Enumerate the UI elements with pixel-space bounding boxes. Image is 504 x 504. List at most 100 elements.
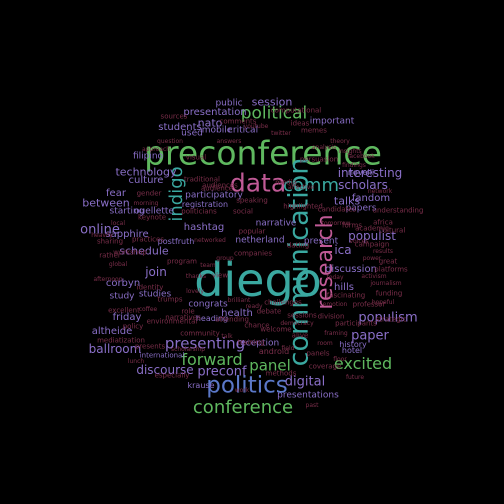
word-team: team bbox=[200, 262, 216, 269]
word-training: training bbox=[237, 338, 265, 347]
word-hotel: hotel bbox=[341, 346, 363, 355]
word-voices: voices bbox=[349, 238, 369, 245]
word-talks: talks bbox=[333, 194, 361, 208]
word-group: group bbox=[216, 255, 234, 262]
word-populist: populist bbox=[348, 229, 396, 243]
word-ica: ica bbox=[334, 243, 352, 257]
word-today: today bbox=[326, 274, 344, 281]
word-insights: insights bbox=[338, 148, 362, 155]
word-past: past bbox=[305, 402, 319, 409]
word-populism: populism bbox=[358, 310, 418, 326]
word-android: android bbox=[258, 347, 290, 356]
word-memes: memes bbox=[301, 126, 327, 135]
word-join: join bbox=[145, 265, 167, 279]
word-persuasion: persuasion bbox=[299, 155, 339, 164]
word-presentation: presentation bbox=[183, 107, 247, 118]
word-nato: nato bbox=[197, 116, 223, 130]
word-brilliant: brilliant bbox=[227, 297, 251, 304]
word-preconf: preconf bbox=[197, 364, 247, 380]
word-presents: presents bbox=[134, 342, 166, 351]
word-work: work bbox=[234, 387, 250, 394]
word-interesting: interesting bbox=[337, 166, 403, 180]
word-theory: theory bbox=[330, 138, 350, 145]
word-hopeful: hopeful bbox=[371, 299, 395, 306]
word-comm: comm bbox=[283, 175, 339, 196]
word-popular: popular bbox=[238, 227, 266, 236]
word-health: health bbox=[221, 308, 253, 319]
word-attending: attending bbox=[215, 315, 249, 324]
word-afternoon: afternoon bbox=[93, 276, 123, 283]
word-sapphire: sapphire bbox=[105, 229, 149, 240]
word-affective: affective bbox=[287, 184, 315, 191]
word-great: great bbox=[378, 257, 398, 266]
word-panels: panels bbox=[306, 349, 330, 358]
word-coverage: coverage bbox=[308, 362, 342, 371]
word-participants: participants bbox=[335, 319, 377, 328]
word-challenges: challenges bbox=[264, 298, 302, 307]
word-division: division bbox=[317, 312, 345, 321]
word-framing: framing bbox=[324, 330, 348, 337]
word-fear: fear bbox=[106, 188, 126, 199]
word-presentations: presentations bbox=[277, 390, 339, 401]
word-session: session bbox=[251, 95, 293, 109]
word-heading: heading bbox=[195, 314, 229, 323]
word-corbyn: corbyn bbox=[105, 278, 141, 289]
word-technology: technology bbox=[115, 165, 177, 179]
word-keynote: keynote bbox=[137, 213, 167, 222]
word-morning: morning bbox=[133, 200, 159, 207]
word-hills: hills bbox=[334, 282, 354, 293]
word-computational: computational bbox=[270, 106, 322, 115]
word-youtube: youtube bbox=[243, 123, 269, 130]
word-methods: methods bbox=[265, 369, 297, 378]
word-global: global bbox=[108, 261, 128, 268]
word-coffee: coffee bbox=[138, 306, 158, 313]
word-cultural: cultural bbox=[378, 226, 406, 235]
word-approach: approach bbox=[141, 146, 171, 153]
word-understanding: understanding bbox=[372, 206, 424, 215]
word-politics: politics bbox=[206, 372, 288, 399]
word-question: question bbox=[157, 138, 183, 145]
word-studies: studies bbox=[138, 289, 172, 300]
word-political: political bbox=[240, 103, 308, 124]
word-conference: conference bbox=[192, 397, 294, 418]
word-mobile: mobile bbox=[201, 125, 233, 136]
word-community: community bbox=[180, 329, 220, 338]
word-narratives: narratives bbox=[165, 313, 201, 322]
word-sources: sources bbox=[160, 112, 188, 121]
word-rather: rather bbox=[99, 251, 121, 260]
word-trumps: trumps bbox=[157, 295, 183, 304]
word-especially: especially bbox=[154, 371, 190, 380]
word-lovely: lovely bbox=[186, 288, 204, 295]
word-funding: funding bbox=[375, 289, 403, 298]
word-online: online bbox=[80, 222, 120, 238]
word-alive: alive bbox=[291, 331, 309, 340]
word-postfruth: postfruth bbox=[157, 237, 195, 246]
word-traditional: traditional bbox=[184, 175, 220, 184]
word-data: data bbox=[229, 168, 287, 198]
word-floor: floor bbox=[333, 356, 347, 363]
word-forms: forms bbox=[342, 221, 362, 230]
word-chance: chance bbox=[244, 321, 270, 330]
word-strategic: strategic bbox=[375, 315, 407, 324]
word-digital: digital bbox=[284, 374, 326, 390]
word-audiences: audiences bbox=[202, 181, 238, 190]
word-future: future bbox=[345, 374, 365, 381]
word-view: view bbox=[211, 271, 229, 280]
word-companies: companies bbox=[233, 249, 273, 258]
word-presenting: presenting bbox=[164, 334, 246, 353]
word-room: room bbox=[317, 340, 333, 347]
word-ideas: ideas bbox=[290, 119, 310, 128]
word-fascinating: fascinating bbox=[326, 291, 366, 300]
word-campaign: campaign bbox=[354, 240, 390, 249]
word-history: history bbox=[339, 340, 367, 349]
word-audience: audience bbox=[200, 184, 234, 193]
word-sessions: sessions bbox=[287, 311, 317, 320]
word-fandom: fandom bbox=[351, 193, 391, 204]
word-discourse: discourse bbox=[136, 363, 194, 377]
word-emotion: emotion bbox=[322, 301, 348, 308]
word-filipino: filipino bbox=[132, 151, 164, 162]
word-forward: forward bbox=[181, 350, 243, 369]
word-between: between bbox=[82, 196, 130, 210]
word-politicians: politicians bbox=[181, 207, 217, 216]
